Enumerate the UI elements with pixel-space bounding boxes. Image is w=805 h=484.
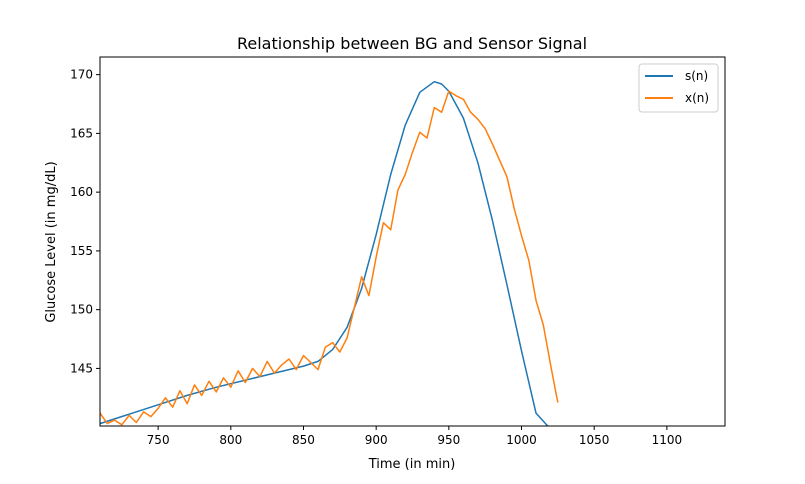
x-tick-label: 1050 <box>579 433 610 447</box>
x-tick-label: 850 <box>292 433 315 447</box>
x-tick-label: 900 <box>365 433 388 447</box>
y-tick-label: 160 <box>70 185 93 199</box>
x-axis: 750 800 850 900 950 1000 1050 1100 <box>147 426 682 447</box>
y-tick-label: 145 <box>70 361 93 375</box>
x-tick-label: 800 <box>219 433 242 447</box>
x-tick-label: 950 <box>437 433 460 447</box>
y-tick-label: 150 <box>70 303 93 317</box>
series-line-2 <box>100 90 559 426</box>
x-tick-label: 1000 <box>506 433 537 447</box>
series-layer <box>100 80 559 426</box>
y-tick-label: 170 <box>70 68 93 82</box>
y-axis: 145 150 155 160 165 170 <box>70 68 100 375</box>
plot-frame <box>99 56 726 427</box>
legend-label: x(n) <box>685 91 709 105</box>
chart-title: Relationship between BG and Sensor Signa… <box>237 34 587 53</box>
y-axis-label: Glucose Level (in mg/dL) <box>44 161 59 322</box>
legend: s(n) x(n) <box>638 63 719 113</box>
x-axis-label: Time (in min) <box>368 457 456 472</box>
legend-label: s(n) <box>685 69 708 83</box>
x-tick-label: 750 <box>147 433 170 447</box>
x-tick-label: 1100 <box>652 433 683 447</box>
series-line-1 <box>100 80 549 426</box>
y-tick-label: 155 <box>70 244 93 258</box>
y-tick-label: 165 <box>70 126 93 140</box>
